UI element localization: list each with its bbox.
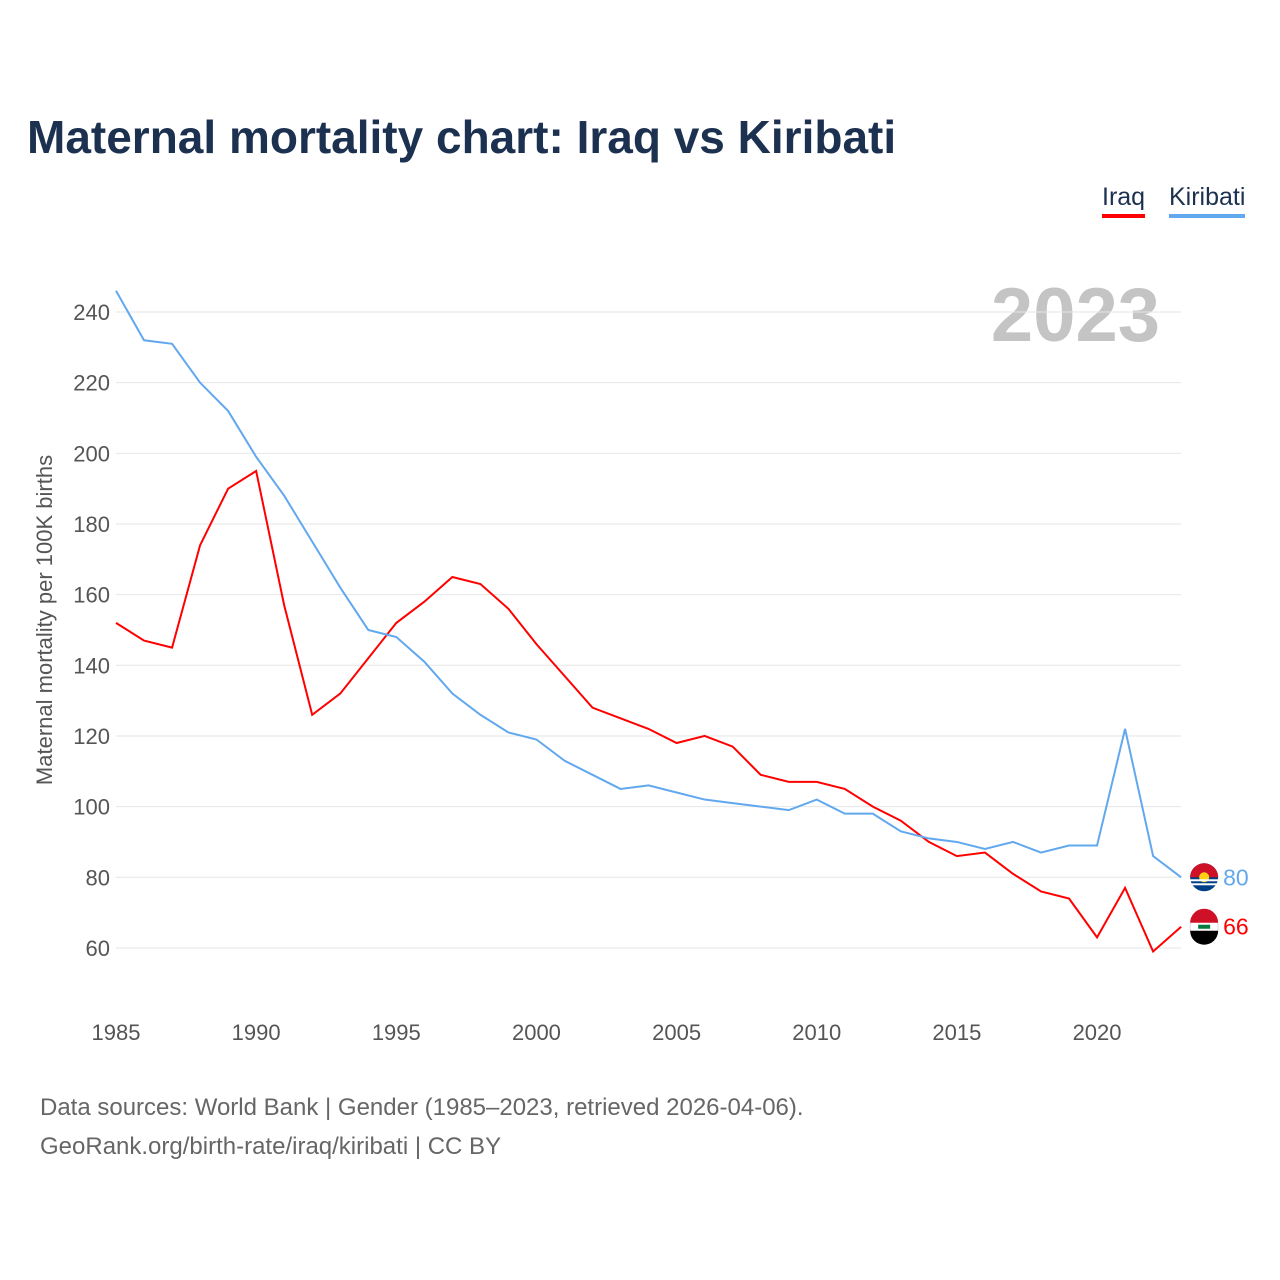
kiribati-flag-icon [1190,863,1219,892]
footer-link[interactable]: GeoRank.org/birth-rate/iraq/kiribati | C… [40,1133,502,1160]
iraq-flag-icon [1189,908,1219,945]
legend-kiribati[interactable]: Kiribati [1169,183,1246,218]
legend-iraq[interactable]: Iraq [1102,183,1146,218]
y-tick-label: 100 [73,795,110,820]
end-value-iraq: 66 [1223,914,1249,940]
y-tick-label: 120 [73,724,110,749]
x-tick-label: 2000 [512,1020,561,1045]
x-tick-label: 2010 [792,1020,841,1045]
end-value-kiribati: 80 [1223,864,1249,890]
y-tick-label: 200 [73,441,110,466]
y-tick-label: 240 [73,300,110,325]
x-tick-label: 2005 [652,1020,701,1045]
x-tick-label: 1985 [92,1020,141,1045]
year-label: 2023 [990,273,1160,358]
x-tick-label: 1990 [232,1020,281,1045]
y-tick-label: 160 [73,583,110,608]
series-line-kiribati [115,290,1182,879]
chart-title: Maternal mortality chart: Iraq vs Kiriba… [27,111,897,163]
y-tick-label: 80 [86,865,110,890]
y-tick-label: 60 [86,936,110,961]
y-axis-label: Maternal mortality per 100K births [32,455,57,785]
y-tick-label: 180 [73,512,110,537]
y-tick-label: 140 [73,653,110,678]
y-tick-label: 220 [73,371,110,396]
footer-source: Data sources: World Bank | Gender (1985–… [40,1094,804,1121]
x-tick-label: 2020 [1073,1020,1122,1045]
x-tick-label: 2015 [932,1020,981,1045]
series-line-iraq [115,469,1182,954]
x-tick-label: 1995 [372,1020,421,1045]
footer: Data sources: World Bank | Gender (1985–… [40,1088,804,1166]
